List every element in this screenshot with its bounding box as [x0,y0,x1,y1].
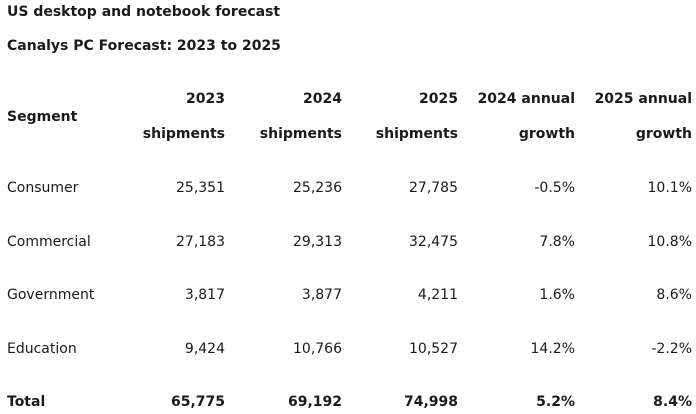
table-row: Consumer 25,351 25,236 27,785 -0.5% 10.1… [0,178,696,198]
shipments-2025-cell: 32,475 [409,234,458,250]
page-title: US desktop and notebook forecast [7,4,281,20]
column-header-2025-shipments-year: 2025 [419,91,458,107]
segment-cell: Consumer [7,180,79,196]
table-row: Commercial 27,183 29,313 32,475 7.8% 10.… [0,232,696,252]
growth-2025-cell: 10.1% [647,180,692,196]
column-header-2023-shipments-year: 2023 [186,91,225,107]
shipments-2024-cell: 69,192 [287,394,342,410]
shipments-2025-cell: 27,785 [409,180,458,196]
column-header-2024-shipments-label: shipments [259,126,342,142]
growth-2024-cell: 7.8% [539,234,575,250]
table-row: Government 3,817 3,877 4,211 1.6% 8.6% [0,285,696,305]
segment-cell: Education [7,341,77,357]
shipments-2024-cell: 3,877 [301,287,342,303]
shipments-2025-cell: 74,998 [403,394,458,410]
column-header-2024-shipments-year: 2024 [303,91,342,107]
growth-2025-cell: 10.8% [647,234,692,250]
table-row-total: Total 65,775 69,192 74,998 5.2% 8.4% [0,392,696,412]
column-header-2025-growth-title: 2025 annual [594,91,692,107]
column-header-2025-growth-label: growth [635,126,692,142]
segment-cell: Government [7,287,95,303]
growth-2024-cell: -0.5% [534,180,575,196]
segment-cell: Commercial [7,234,91,250]
growth-2025-cell: -2.2% [651,341,692,357]
growth-2024-cell: 1.6% [539,287,575,303]
table-caption: Canalys PC Forecast: 2023 to 2025 [7,38,281,54]
shipments-2023-cell: 3,817 [184,287,225,303]
shipments-2024-cell: 25,236 [293,180,342,196]
shipments-2023-cell: 9,424 [184,341,225,357]
table-row: Education 9,424 10,766 10,527 14.2% -2.2… [0,339,696,359]
column-header-2024-growth-label: growth [518,126,575,142]
shipments-2025-cell: 4,211 [417,287,458,303]
segment-cell: Total [7,394,46,410]
column-header-2024-growth-title: 2024 annual [477,91,575,107]
growth-2025-cell: 8.6% [656,287,692,303]
growth-2024-cell: 14.2% [530,341,575,357]
shipments-2023-cell: 65,775 [170,394,225,410]
shipments-2023-cell: 25,351 [176,180,225,196]
column-header-2023-shipments-label: shipments [142,126,225,142]
column-header-2025-shipments-label: shipments [375,126,458,142]
shipments-2025-cell: 10,527 [409,341,458,357]
shipments-2023-cell: 27,183 [176,234,225,250]
growth-2024-cell: 5.2% [536,394,575,410]
shipments-2024-cell: 10,766 [293,341,342,357]
growth-2025-cell: 8.4% [653,394,692,410]
shipments-2024-cell: 29,313 [293,234,342,250]
column-header-segment: Segment [7,109,78,125]
